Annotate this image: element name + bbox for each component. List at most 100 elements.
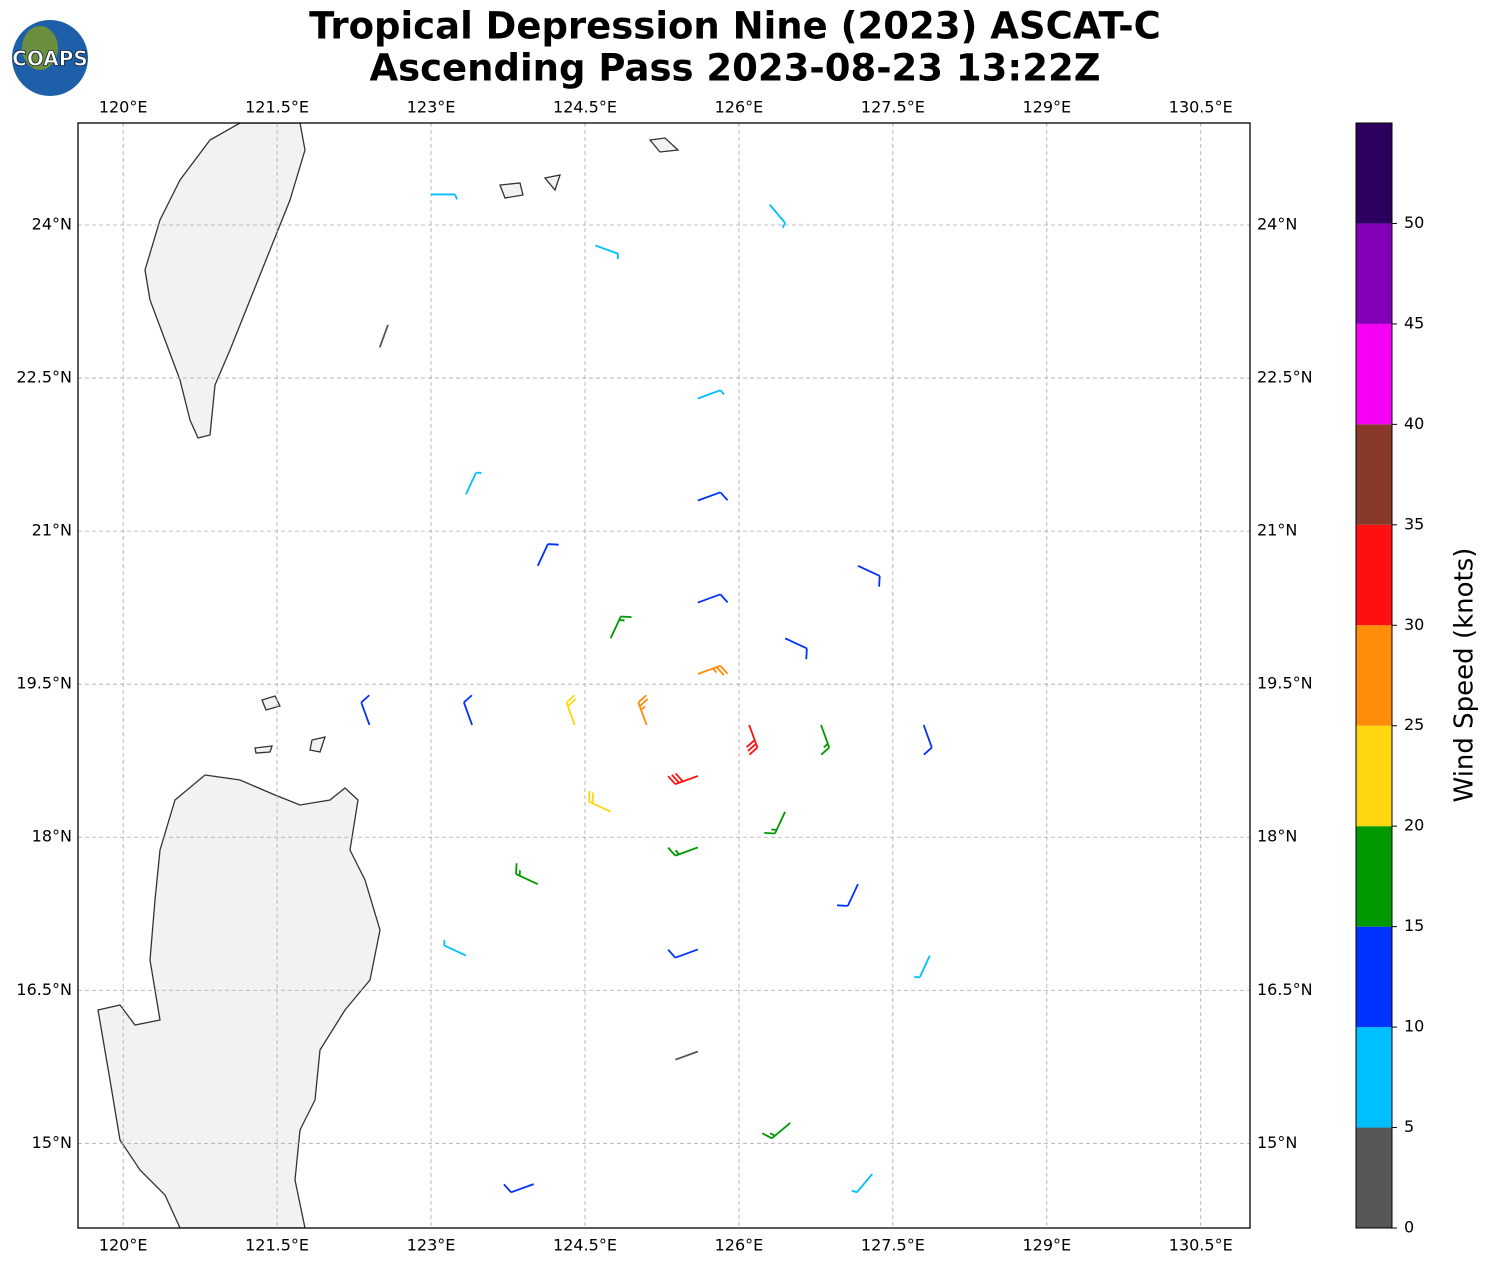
wind-barb [922,724,933,756]
taiwan [144,123,306,439]
colorbar-segment [1356,123,1392,224]
y-tick-label: 18°N [1257,827,1297,846]
colorbar-tick-label: 45 [1404,313,1424,332]
x-tick-label: 123°E [407,1236,456,1255]
colorbar-segment [1356,725,1392,827]
colorbar-segment [1356,625,1392,726]
wind-barb [784,637,808,660]
colorbar-tick-label: 25 [1404,715,1424,734]
luzon [97,774,381,1228]
wind-barb [503,1183,534,1194]
y-tick-label: 15°N [1257,1133,1297,1152]
wind-barb [609,615,632,639]
y-tick-label: 24°N [32,215,72,234]
colorbar-segment [1356,1127,1392,1228]
wind-barb [697,491,729,502]
wind-barb [914,955,931,979]
x-tick-label: 121.5°E [245,1236,309,1255]
wind-barb [697,389,725,400]
wind-barb [769,204,786,229]
wind-barb [761,1122,791,1140]
x-tick-label: 127.5°E [861,1236,925,1255]
x-tick-label: 124.5°E [553,98,617,117]
colorbar-tick-label: 0 [1404,1218,1414,1237]
wind-barb [851,1173,874,1194]
colorbar-tick-label: 40 [1404,414,1424,433]
wind-barb [594,244,619,260]
wind-barb [463,694,473,726]
logo: COAPS [12,20,88,96]
land-layer [97,123,680,1228]
colorbar-tick-label: 10 [1404,1017,1424,1036]
title: Tropical Depression Nine (2023) ASCAT-C [309,5,1161,48]
islet [254,137,680,754]
x-tick-label: 129°E [1022,98,1071,117]
x-tick-label: 126°E [715,98,764,117]
colorbar-label: Wind Speed (knots) [1450,548,1480,803]
y-tick-label: 16.5°N [16,980,72,999]
wind-barb [837,883,859,907]
wind-barb [746,724,759,756]
wind-barb [667,948,699,959]
y-tick-label: 19.5°N [16,674,72,693]
y-tick-label: 18°N [32,827,72,846]
wind-barb [857,565,881,587]
colorbar-tick-label: 15 [1404,916,1424,935]
colorbar-segment [1356,524,1392,626]
y-tick-label: 22.5°N [1257,368,1313,387]
colorbar-segment [1356,926,1392,1028]
wind-barb [667,772,699,786]
wind-barb [378,324,389,348]
wind-barb [465,471,482,495]
wind-barb [667,846,699,857]
logo-text: COAPS [12,47,88,71]
y-tick-label: 16.5°N [1257,980,1313,999]
x-tick-label: 124.5°E [553,1236,617,1255]
wind-barb [587,790,612,813]
grid-layer: 120°E 120°E 121.5°E 121.5°E 123°E 123°E 124.5°… [16,98,1312,1255]
y-tick-label: 24°N [1257,215,1297,234]
colorbar-tick-label: 20 [1404,816,1424,835]
x-tick-label: 129°E [1022,1236,1071,1255]
subtitle: Ascending Pass 2023-08-23 13:22Z [369,47,1100,90]
y-tick-label: 21°N [32,521,72,540]
colorbar-segment [1356,1027,1392,1128]
wind-barb [675,1050,699,1061]
colorbar-segment [1356,424,1392,525]
wind-barb [536,543,559,567]
wind-barb [360,694,371,726]
wind-barb [637,694,649,726]
x-tick-label: 126°E [715,1236,764,1255]
colorbar-segment [1356,323,1392,425]
y-tick-label: 21°N [1257,521,1297,540]
wind-barb [515,863,539,885]
x-tick-label: 130.5°E [1169,1236,1233,1255]
x-tick-label: 120°E [99,1236,148,1255]
colorbar: 0 5 10 15 20 25 30 35 40 45 50 [1355,122,1424,1237]
colorbar-tick-label: 50 [1404,213,1424,232]
logo-land [22,26,58,70]
wind-barb [697,664,729,676]
x-tick-label: 121.5°E [245,98,309,117]
wind-barb [820,724,831,756]
barb-layer [360,193,933,1194]
wind-barb [697,593,729,604]
colorbar-tick-label: 35 [1404,514,1424,533]
x-tick-label: 120°E [99,98,148,117]
wind-barb [443,940,467,957]
colorbar-frame [1355,122,1393,1229]
y-tick-label: 22.5°N [16,368,72,387]
y-tick-label: 19.5°N [1257,674,1313,693]
wind-barb [565,694,577,726]
x-tick-label: 127.5°E [861,98,925,117]
plot-frame [77,122,1251,1229]
colorbar-tick-label: 30 [1404,615,1424,634]
x-tick-label: 123°E [407,98,456,117]
wind-barb [764,811,786,835]
wind-barb [431,193,458,200]
colorbar-segment [1356,826,1392,927]
colorbar-segment [1356,223,1392,324]
y-tick-label: 15°N [32,1133,72,1152]
colorbar-tick-label: 5 [1404,1117,1414,1136]
x-tick-label: 130.5°E [1169,98,1233,117]
